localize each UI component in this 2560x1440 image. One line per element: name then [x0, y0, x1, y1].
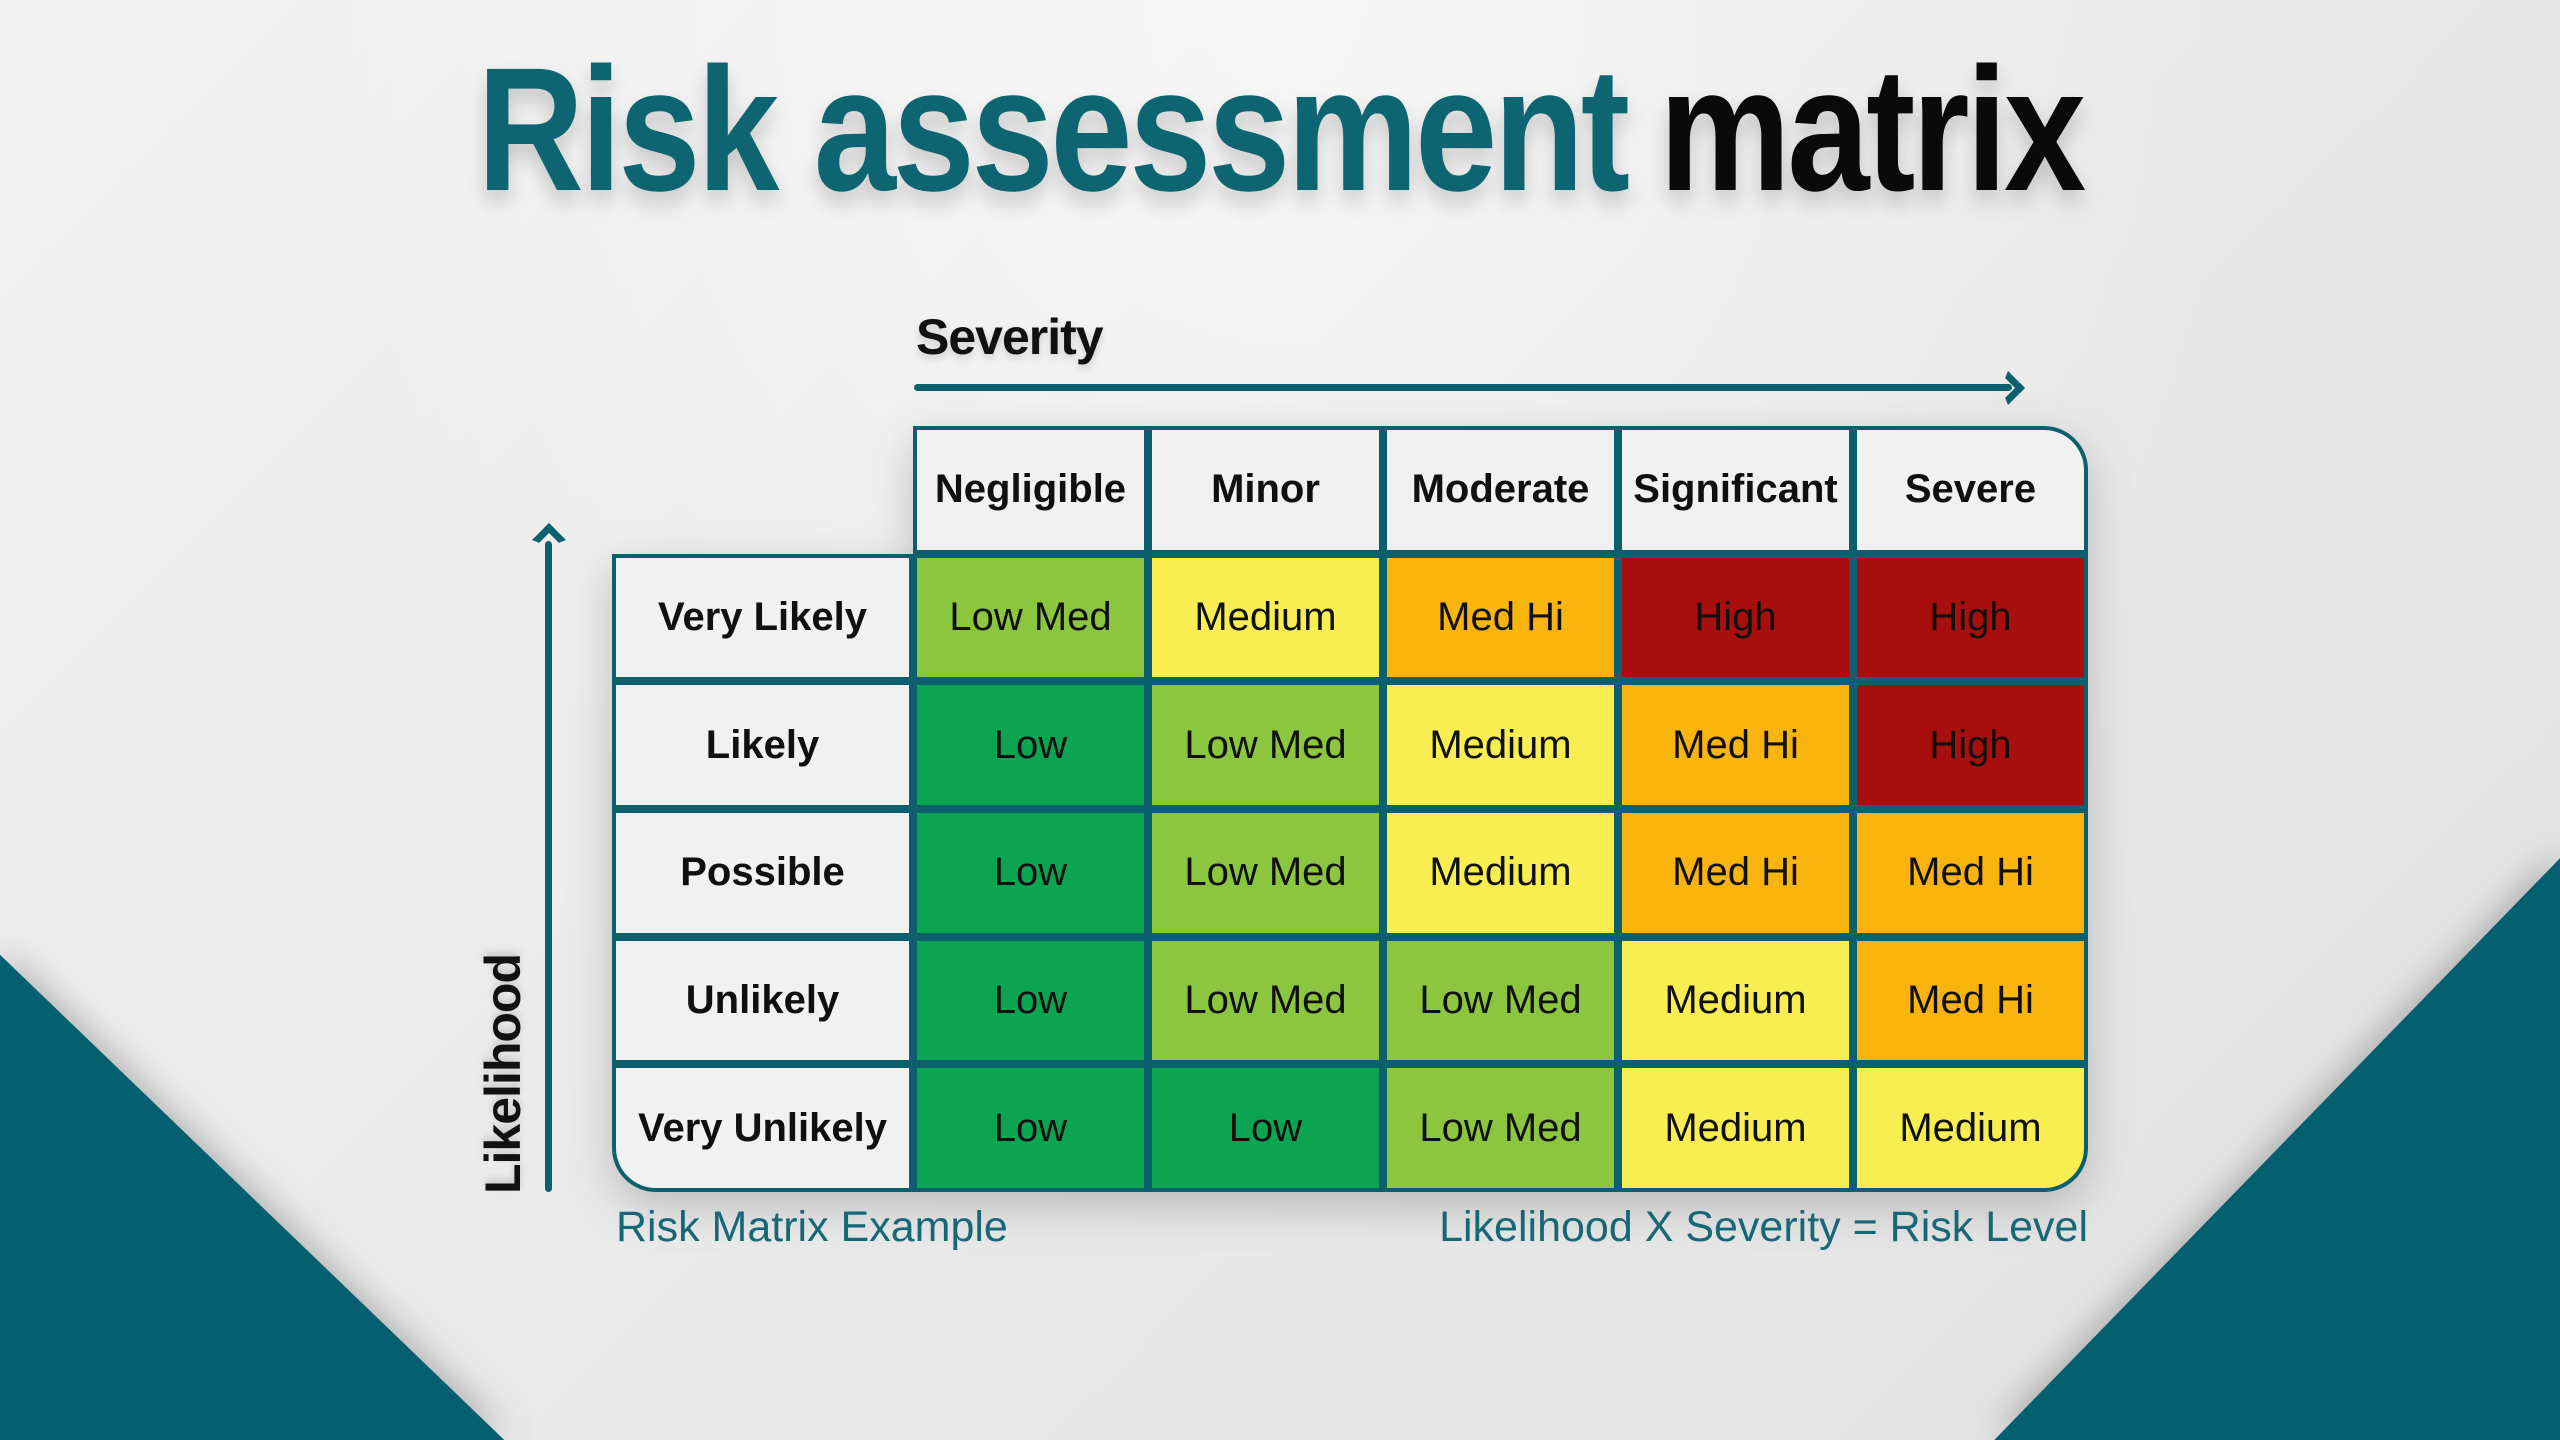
matrix-cell-r5c5: Medium	[1853, 1064, 2088, 1192]
column-header-moderate: Moderate	[1383, 426, 1618, 554]
caption-example: Risk Matrix Example	[616, 1203, 1008, 1251]
matrix-cell-r4c3: Low Med	[1383, 936, 1618, 1065]
title-highlight: Risk assessment	[477, 32, 1630, 228]
matrix-cell-r3c2: Low Med	[1148, 808, 1383, 937]
matrix-cell-r3c3: Medium	[1383, 808, 1618, 937]
row-header-likely: Likely	[612, 681, 913, 809]
arrow-head-right-icon	[1991, 371, 2025, 405]
page-title: Risk assessment matrix	[205, 38, 2355, 223]
row-header-unlikely: Unlikely	[612, 936, 913, 1065]
matrix-cell-r5c2: Low	[1148, 1064, 1383, 1192]
column-header-negligible: Negligible	[913, 426, 1148, 554]
matrix-cell-r1c5: High	[1853, 553, 2088, 682]
caption-formula: Likelihood X Severity = Risk Level	[1439, 1203, 2088, 1251]
row-header-possible: Possible	[612, 808, 913, 937]
matrix-cell-r2c3: Medium	[1383, 681, 1618, 809]
matrix-cell-r2c2: Low Med	[1148, 681, 1383, 809]
column-header-severe: Severe	[1853, 426, 2088, 554]
column-header-significant: Significant	[1618, 426, 1853, 554]
matrix-cell-r1c3: Med Hi	[1383, 553, 1618, 682]
matrix-cell-r4c4: Medium	[1618, 936, 1853, 1065]
row-header-very-likely: Very Likely	[612, 553, 913, 682]
matrix-cell-r1c1: Low Med	[913, 553, 1148, 682]
likelihood-axis-label: Likelihood	[475, 954, 531, 1194]
matrix-cell-r3c5: Med Hi	[1853, 808, 2088, 937]
matrix-cell-r2c4: Med Hi	[1618, 681, 1853, 809]
matrix-cell-r3c1: Low	[913, 808, 1148, 937]
matrix-cell-r2c5: High	[1853, 681, 2088, 809]
title-rest: matrix	[1659, 32, 2086, 228]
grid-corner-spacer	[612, 426, 913, 554]
matrix-cell-r4c1: Low	[913, 936, 1148, 1065]
matrix-cell-r4c2: Low Med	[1148, 936, 1383, 1065]
row-header-very-unlikely: Very Unlikely	[612, 1064, 913, 1192]
arrow-head-up-icon	[532, 523, 566, 557]
matrix-cell-r5c4: Medium	[1618, 1064, 1853, 1192]
severity-axis-label: Severity	[916, 309, 1104, 365]
matrix-cell-r1c2: Medium	[1148, 553, 1383, 682]
column-header-minor: Minor	[1148, 426, 1383, 554]
matrix-cell-r2c1: Low	[913, 681, 1148, 809]
risk-matrix-grid: Negligible Minor Moderate Significant Severe…	[612, 426, 2088, 1192]
matrix-cell-r3c4: Med Hi	[1618, 808, 1853, 937]
matrix-cell-r1c4: High	[1618, 553, 1853, 682]
matrix-cell-r4c5: Med Hi	[1853, 936, 2088, 1065]
severity-axis-arrow-line	[914, 384, 2012, 391]
matrix-cell-r5c1: Low	[913, 1064, 1148, 1192]
matrix-cell-r5c3: Low Med	[1383, 1064, 1618, 1192]
likelihood-axis-arrow-line	[545, 541, 552, 1192]
